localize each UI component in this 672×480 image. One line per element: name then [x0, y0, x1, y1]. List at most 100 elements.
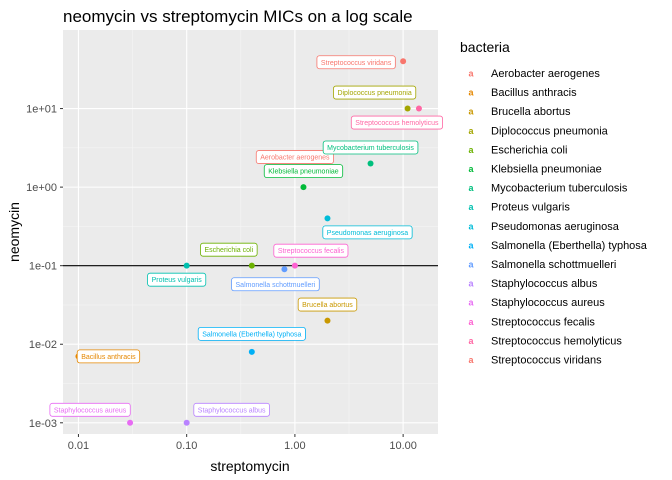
label-text: Aerobacter aerogenes — [260, 155, 330, 162]
x-axis-title: streptomycin — [210, 458, 289, 474]
legend-label: Streptococcus hemolyticus — [491, 335, 622, 347]
legend-key: a — [468, 240, 474, 250]
label-text: Mycobacterium tuberculosis — [327, 145, 414, 152]
legend-key: a — [468, 88, 474, 98]
label-brucella-abortus: Brucella abortus — [297, 297, 358, 312]
legend-label: Salmonella schottmuelleri — [491, 259, 616, 271]
point-streptococcus-fecalis — [291, 262, 298, 269]
legend-item-proteus-vulgaris: a Proteus vulgaris — [468, 202, 570, 214]
legend-label: Staphylococcus albus — [491, 278, 598, 290]
point-streptococcus-hemolyticus — [415, 105, 422, 112]
point-salmonella-eberthella-typhosa — [248, 348, 255, 355]
label-text: Bacillus anthracis — [81, 354, 136, 361]
label-pseudomonas-aeruginosa: Pseudomonas aeruginosa — [322, 225, 413, 240]
label-box — [322, 140, 419, 155]
label-box — [316, 55, 396, 70]
y-tick-label: 1e-03 — [29, 418, 57, 430]
label-klebsiella-pneumoniae: Klebsiella pneumoniae — [263, 164, 344, 179]
legend-key: a — [468, 145, 474, 155]
legend-label: Brucella abortus — [491, 106, 571, 118]
legend-key: a — [468, 164, 474, 174]
legend-item-mycobacterium-tuberculosis: a Mycobacterium tuberculosis — [468, 183, 627, 195]
legend-item-staphylococcus-aureus: a Staphylococcus aureus — [468, 297, 605, 309]
point-proteus-vulgaris — [183, 262, 190, 269]
label-box — [197, 326, 306, 341]
label-text: Pseudomonas aeruginosa — [327, 230, 408, 237]
legend-key: a — [468, 107, 474, 117]
label-streptococcus-fecalis: Streptococcus fecalis — [273, 243, 349, 258]
x-tick-label: 1.00 — [284, 440, 305, 452]
legend-key: a — [468, 183, 474, 193]
label-box — [255, 150, 334, 164]
legend-key: a — [468, 202, 474, 212]
point-streptococcus-viridans — [400, 58, 407, 65]
label-box — [49, 402, 131, 417]
x-tick-label: 0.01 — [68, 440, 89, 452]
label-box — [263, 164, 344, 179]
x-axis: 0.01 0.10 1.00 10.00 — [68, 434, 417, 452]
legend-label: Escherichia coli — [491, 144, 567, 156]
y-axis-title: neomycin — [6, 202, 22, 262]
legend-label: Proteus vulgaris — [491, 202, 570, 214]
label-box — [231, 277, 320, 292]
chart-title: neomycin vs streptomycin MICs on a log s… — [63, 7, 413, 26]
label-text: Salmonella (Eberthella) typhosa — [202, 331, 301, 338]
y-tick-label: 1e-02 — [29, 339, 57, 351]
legend-key: a — [468, 126, 474, 136]
point-brucella-abortus — [324, 317, 331, 324]
plot-panel: Aerobacter aerogenes Bacillus anthracis Br… — [49, 30, 443, 434]
label-text: Diplococcus pneumonia — [337, 90, 411, 97]
legend-item-streptococcus-hemolyticus: a Streptococcus hemolyticus — [468, 335, 622, 347]
label-text: Streptococcus fecalis — [278, 248, 345, 255]
legend-key: a — [468, 260, 474, 270]
label-mycobacterium-tuberculosis: Mycobacterium tuberculosis — [322, 140, 419, 155]
y-axis: 1e-03 1e-02 1e-01 1e+00 1e+01 — [26, 104, 63, 430]
label-salmonella-eberthella-typhosa: Salmonella (Eberthella) typhosa — [197, 326, 306, 341]
x-tick-label: 0.10 — [176, 440, 197, 452]
legend-items: a Aerobacter aerogenes a Bacillus anthracis… — [468, 68, 647, 367]
label-staphylococcus-albus: Staphylococcus albus — [193, 402, 270, 417]
label-text: Salmonella schottmuelleri — [236, 282, 316, 289]
label-box — [322, 225, 413, 240]
label-box — [273, 243, 349, 258]
legend-title: bacteria — [460, 39, 510, 55]
point-klebsiella-pneumoniae — [300, 184, 307, 191]
label-box — [297, 297, 358, 312]
label-streptococcus-viridans: Streptococcus viridans — [316, 55, 396, 70]
x-tick-label: 10.00 — [389, 440, 417, 452]
label-box — [333, 85, 417, 100]
label-proteus-vulgaris: Proteus vulgaris — [147, 272, 207, 287]
label-box — [147, 272, 207, 287]
point-staphylococcus-albus — [183, 419, 190, 426]
point-mycobacterium-tuberculosis — [367, 160, 374, 167]
legend-label: Aerobacter aerogenes — [491, 68, 600, 80]
legend-label: Streptococcus fecalis — [491, 316, 595, 328]
label-text: Staphylococcus albus — [198, 407, 266, 414]
legend-label: Klebsiella pneumoniae — [491, 164, 602, 176]
legend-item-streptococcus-fecalis: a Streptococcus fecalis — [468, 316, 595, 328]
legend-label: Salmonella (Eberthella) typhosa — [491, 240, 648, 252]
legend-label: Pseudomonas aeruginosa — [491, 221, 620, 233]
label-text: Escherichia coli — [205, 247, 254, 254]
y-tick-label: 1e+00 — [26, 182, 57, 194]
label-box — [200, 242, 258, 257]
legend-key: a — [468, 298, 474, 308]
legend-item-streptococcus-viridans: a Streptococcus viridans — [468, 355, 602, 367]
legend-label: Staphylococcus aureus — [491, 297, 605, 309]
label-text: Proteus vulgaris — [152, 277, 203, 284]
legend-item-salmonella-eberthella-typhosa: a Salmonella (Eberthella) typhosa — [468, 240, 647, 252]
y-tick-label: 1e-01 — [29, 261, 57, 273]
legend-key: a — [468, 317, 474, 327]
legend-item-pseudomonas-aeruginosa: a Pseudomonas aeruginosa — [468, 221, 619, 233]
legend-label: Bacillus anthracis — [491, 87, 577, 99]
label-box — [76, 349, 141, 364]
label-text: Staphylococcus aureus — [54, 407, 127, 414]
legend-item-aerobacter-aerogenes: a Aerobacter aerogenes — [468, 68, 600, 80]
legend-key: a — [468, 221, 474, 231]
point-salmonella-schottmuelleri — [281, 266, 288, 273]
legend-item-klebsiella-pneumoniae: a Klebsiella pneumoniae — [468, 164, 601, 176]
legend-item-salmonella-schottmuelleri: a Salmonella schottmuelleri — [468, 259, 616, 271]
legend-item-diplococcus-pneumonia: a Diplococcus pneumonia — [468, 125, 608, 137]
label-box — [350, 115, 443, 130]
